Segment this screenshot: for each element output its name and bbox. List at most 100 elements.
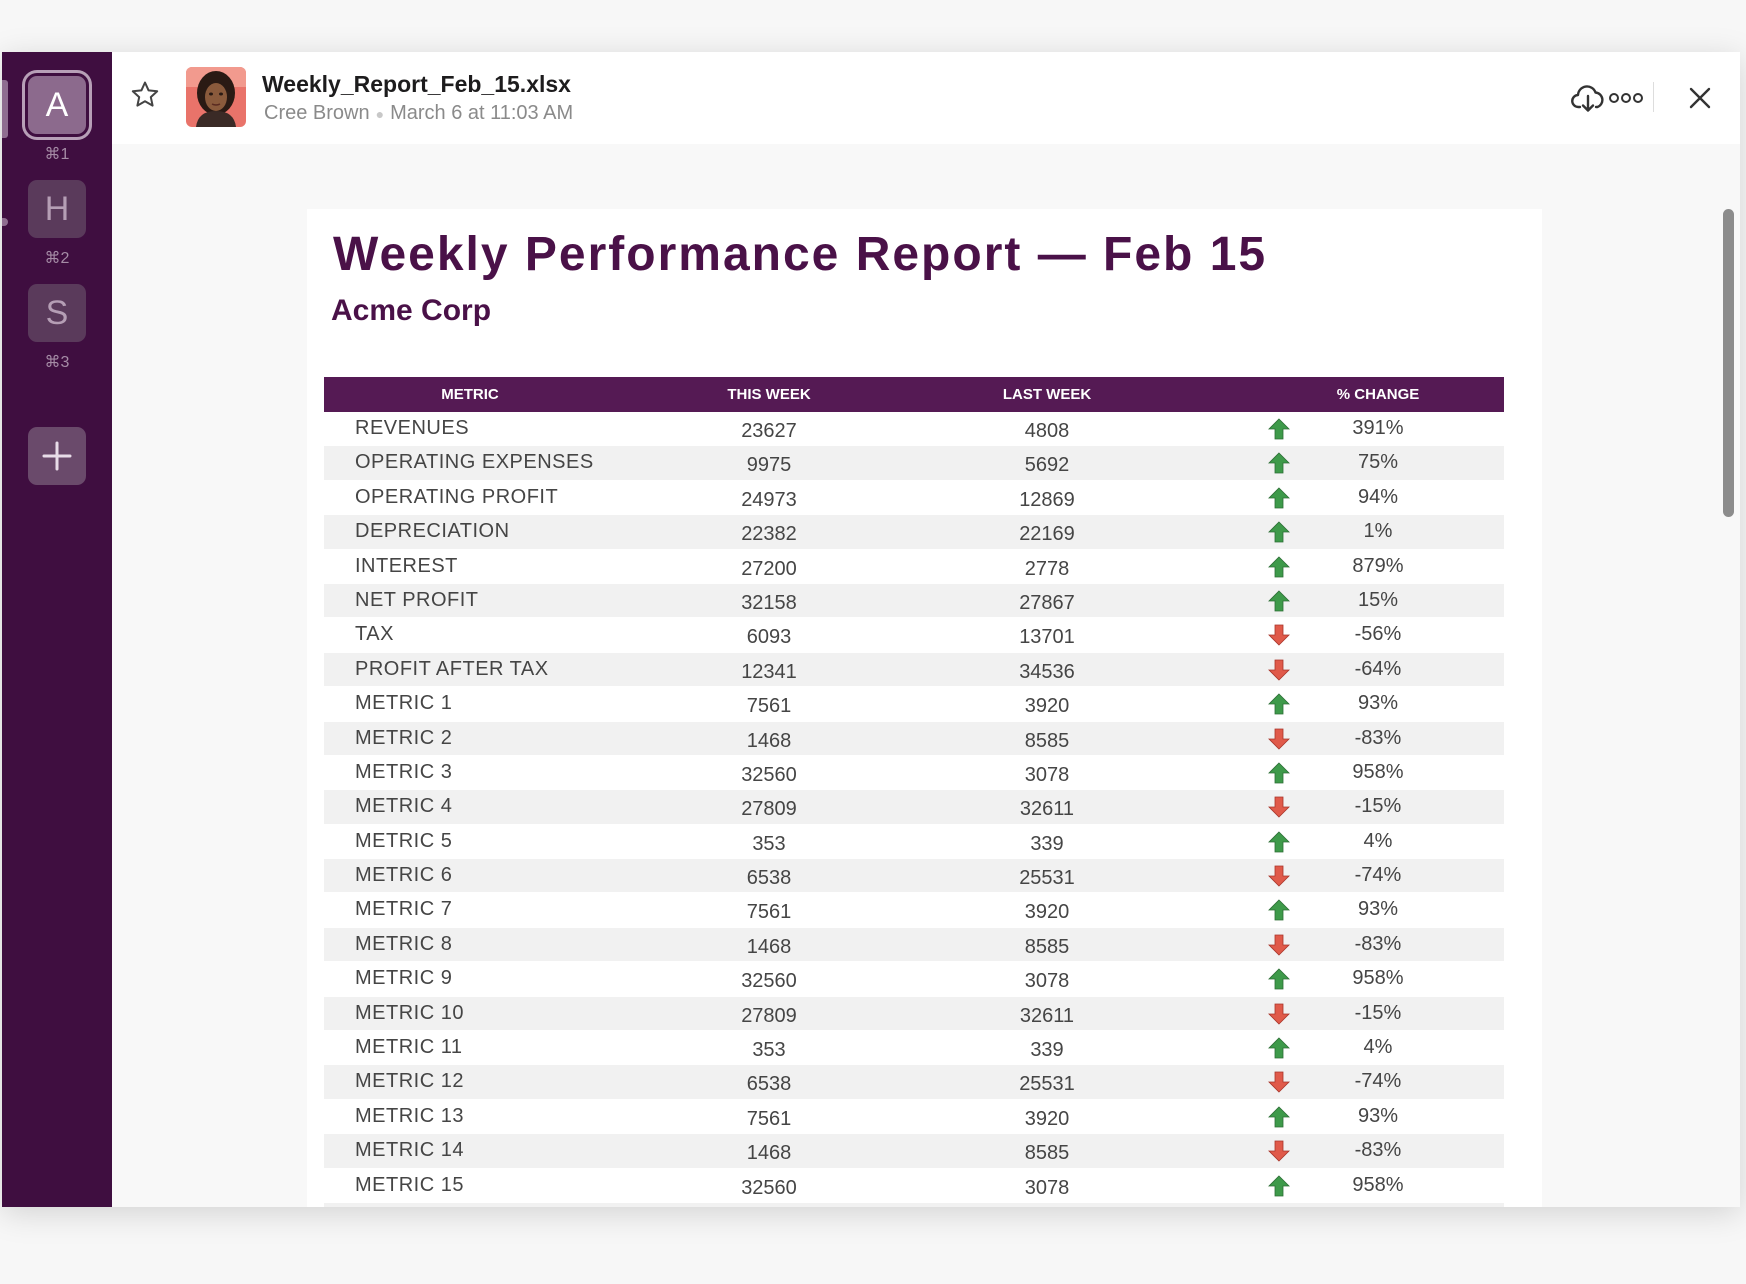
- cell-metric: METRIC 8: [355, 932, 453, 955]
- cell-this-week: 27809: [741, 798, 797, 821]
- cell-last-week: 3920: [1024, 901, 1070, 924]
- cell-change: 4%: [1363, 829, 1393, 852]
- close-button[interactable]: [1682, 80, 1718, 116]
- cell-metric: METRIC 5: [355, 829, 453, 852]
- cell-last-week: 5692: [1024, 454, 1070, 477]
- cell-change: -83%: [1354, 932, 1402, 955]
- cell-change: 4%: [1363, 1036, 1393, 1059]
- active-workspace-indicator: [2, 80, 8, 138]
- cell-last-week: 34536: [1019, 660, 1075, 683]
- file-meta: Cree Brown ● March 6 at 11:03 AM: [264, 102, 573, 125]
- arrow-up-icon: [1268, 693, 1292, 715]
- arrow-down-icon: [1268, 1071, 1292, 1093]
- cell-change: 93%: [1357, 1104, 1399, 1127]
- table-row[interactable]: METRIC 7 7561 3920 93%: [324, 893, 1504, 928]
- avatar-image: [186, 67, 246, 127]
- cell-last-week: 2778: [1024, 557, 1070, 580]
- more-actions-button[interactable]: [1606, 80, 1646, 116]
- table-row[interactable]: OPERATING PROFIT 24973 12869 94%: [324, 481, 1504, 516]
- table-row[interactable]: METRIC 162780932611-15%: [324, 1202, 1504, 1207]
- cell-last-week: 25531: [1019, 1073, 1075, 1096]
- arrow-up-icon: [1268, 555, 1292, 578]
- cell-change: -74%: [1354, 1070, 1402, 1093]
- add-workspace-button[interactable]: [28, 427, 86, 485]
- cell-this-week: 6538: [746, 867, 792, 890]
- arrow-down-icon: [1268, 865, 1292, 887]
- unread-indicator: [2, 218, 8, 226]
- cell-this-week: 12341: [741, 660, 797, 683]
- cell-last-week: 8585: [1024, 1142, 1070, 1165]
- cell-last-week: 27867: [1019, 591, 1075, 614]
- cell-change: -64%: [1354, 657, 1402, 680]
- arrow-down-icon: [1268, 624, 1292, 646]
- table-row[interactable]: METRIC 1 7561 3920 93%: [324, 687, 1504, 722]
- column-header-change: % CHANGE: [1336, 386, 1420, 403]
- table-row[interactable]: METRIC 3 32560 3078 958%: [324, 756, 1504, 791]
- table-row[interactable]: METRIC 2 1468 8585 -83%: [324, 721, 1504, 756]
- column-header-this-week: THIS WEEK: [727, 386, 811, 403]
- table-row[interactable]: METRIC 12 6538 25531 -74%: [324, 1065, 1504, 1100]
- cell-metric: PROFIT AFTER TAX: [355, 657, 549, 680]
- cell-last-week: 3078: [1024, 763, 1070, 786]
- table-body: REVENUES 23627 4808 391% OPERATING EXPENSES 9…: [324, 412, 1504, 1207]
- cell-change: 15%: [1357, 588, 1399, 611]
- workspace-a-button[interactable]: A: [28, 76, 86, 134]
- workspace-h-shortcut: ⌘2: [44, 250, 70, 267]
- table-row[interactable]: PROFIT AFTER TAX 12341 34536 -64%: [324, 652, 1504, 688]
- cell-last-week: 3078: [1024, 970, 1070, 993]
- cell-change: 958%: [1352, 760, 1404, 783]
- cell-this-week: 1468: [746, 729, 792, 752]
- cell-this-week: 22382: [741, 523, 797, 546]
- author-name[interactable]: Cree Brown: [264, 102, 370, 124]
- spreadsheet-preview[interactable]: Weekly Performance Report — Feb 15 Acme …: [112, 144, 1740, 1207]
- table-row[interactable]: METRIC 4 27809 32611 -15%: [324, 790, 1504, 825]
- cell-change: -83%: [1354, 726, 1402, 749]
- table-header: METRIC THIS WEEK LAST WEEK % CHANGE: [324, 377, 1504, 412]
- workspace-rail: A ⌘1 H ⌘2 S ⌘3: [2, 52, 112, 1207]
- cell-this-week: 32560: [741, 763, 797, 786]
- cell-this-week: 32560: [741, 1176, 797, 1199]
- table-row[interactable]: TAX 6093 13701 -56%: [324, 618, 1504, 653]
- arrow-up-icon: [1268, 452, 1292, 474]
- cell-change: -56%: [1354, 623, 1402, 646]
- arrow-up-icon: [1268, 762, 1292, 784]
- cell-metric: METRIC 10: [355, 1001, 464, 1024]
- cell-this-week: 6538: [746, 1073, 792, 1096]
- table-row[interactable]: METRIC 6 6538 25531 -74%: [324, 859, 1504, 894]
- cell-metric: METRIC 1: [355, 692, 453, 715]
- table-row[interactable]: OPERATING EXPENSES 9975 5692 75%: [324, 446, 1504, 481]
- table-row[interactable]: REVENUES 23627 4808 391%: [324, 412, 1504, 447]
- arrow-down-icon: [1268, 796, 1292, 818]
- avatar[interactable]: [186, 67, 246, 127]
- preview-scrollbar[interactable]: [1723, 209, 1734, 517]
- table-row[interactable]: INTEREST 27200 2778 879%: [324, 550, 1504, 584]
- cell-metric: METRIC 11: [355, 1036, 463, 1059]
- arrow-down-icon: [1268, 659, 1292, 681]
- company-name: Acme Corp: [331, 294, 492, 327]
- table-row[interactable]: METRIC 10 27809 32611 -15%: [324, 996, 1504, 1032]
- arrow-up-icon: [1268, 521, 1292, 543]
- cell-this-week: 353: [752, 832, 786, 855]
- workspace-h-button[interactable]: H: [28, 180, 86, 238]
- cell-this-week: 1468: [746, 935, 792, 958]
- cell-last-week: 8585: [1024, 935, 1070, 958]
- download-button[interactable]: [1570, 80, 1606, 116]
- table-row[interactable]: DEPRECIATION 22382 22169 1%: [324, 515, 1504, 550]
- arrow-up-icon: [1268, 1037, 1292, 1059]
- cell-metric: OPERATING EXPENSES: [355, 451, 594, 474]
- cell-last-week: 32611: [1019, 798, 1075, 821]
- table-row[interactable]: METRIC 13 7561 3920 93%: [324, 1100, 1504, 1135]
- arrow-up-icon: [1268, 899, 1292, 921]
- table-row[interactable]: METRIC 11 353 339 4%: [324, 1031, 1504, 1066]
- table-row[interactable]: METRIC 15 32560 3078 958%: [324, 1169, 1504, 1203]
- cell-change: 75%: [1357, 451, 1399, 474]
- cell-change: -83%: [1354, 1139, 1402, 1162]
- table-row[interactable]: METRIC 14 1468 8585 -83%: [324, 1134, 1504, 1169]
- table-row[interactable]: METRIC 5 353 339 4%: [324, 825, 1504, 860]
- table-row[interactable]: METRIC 9 32560 3078 958%: [324, 962, 1504, 997]
- workspace-s-button[interactable]: S: [28, 284, 86, 342]
- table-row[interactable]: METRIC 8 1468 8585 -83%: [324, 927, 1504, 963]
- table-row[interactable]: NET PROFIT 32158 27867 15%: [324, 583, 1504, 619]
- star-button[interactable]: [130, 80, 160, 110]
- cell-change: 879%: [1352, 554, 1404, 577]
